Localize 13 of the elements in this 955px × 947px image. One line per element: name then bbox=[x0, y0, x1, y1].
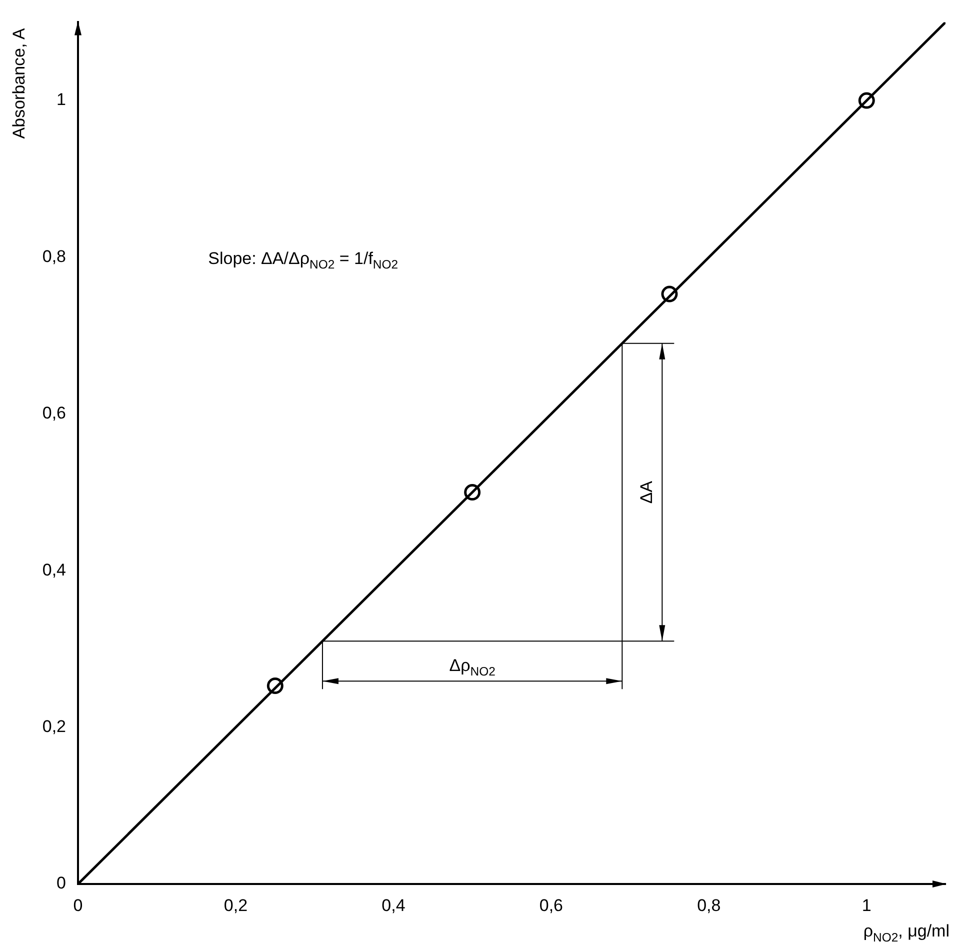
y-tick-label: 1 bbox=[56, 90, 66, 110]
x-tick-label: 0,4 bbox=[382, 896, 406, 915]
x-tick-label: 1 bbox=[862, 896, 872, 915]
y-tick-label: 0,6 bbox=[42, 404, 66, 423]
x-tick-label: 0 bbox=[73, 896, 83, 915]
x-tick-label: 0,8 bbox=[697, 896, 721, 915]
y-tick-label: 0,4 bbox=[42, 560, 66, 580]
y-tick-label: 0,2 bbox=[42, 716, 66, 736]
y-tick-label: 0 bbox=[56, 874, 66, 893]
y-axis-title: Absorbance, A bbox=[10, 27, 29, 139]
x-tick-label: 0,6 bbox=[539, 896, 563, 915]
y-tick-label: 0,8 bbox=[42, 246, 66, 266]
x-tick-label: 0,2 bbox=[224, 896, 248, 915]
